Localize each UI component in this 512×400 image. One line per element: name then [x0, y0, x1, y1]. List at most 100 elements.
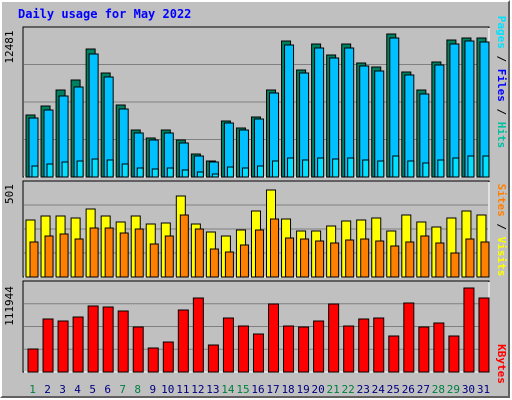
kbytes-bar-26: [403, 302, 415, 373]
pages-bar-18: [287, 157, 295, 178]
kbytes-bar-7: [117, 310, 129, 373]
kbytes-bar-13: [207, 344, 219, 373]
files-bar-29: [449, 43, 460, 178]
kbytes-bar-23: [358, 318, 370, 373]
kbytes-max-label: 111944: [3, 286, 16, 326]
sites-bar-8: [134, 228, 144, 278]
day-label-3: 3: [59, 383, 66, 396]
day-label-23: 23: [357, 383, 370, 396]
sites-bar-24: [375, 240, 385, 278]
day-label-2: 2: [44, 383, 51, 396]
pages-bar-3: [61, 161, 69, 178]
day-label-4: 4: [74, 383, 81, 396]
sites-bar-29: [450, 252, 460, 278]
kbytes-bar-15: [237, 325, 249, 373]
hits-legend-pages: Pages: [495, 16, 508, 49]
visits-legend-visits: Visits: [495, 237, 508, 277]
kbytes-bar-30: [463, 287, 475, 373]
sites-bar-28: [435, 242, 445, 278]
pages-bar-23: [362, 159, 370, 178]
day-label-5: 5: [89, 383, 96, 396]
pages-bar-14: [226, 166, 234, 178]
sites-bar-4: [74, 238, 84, 278]
files-bar-18: [284, 44, 295, 178]
kbytes-bar-25: [388, 335, 400, 373]
day-label-30: 30: [462, 383, 475, 396]
day-label-20: 20: [312, 383, 325, 396]
day-label-29: 29: [447, 383, 460, 396]
hits-legend-hits: Hits: [495, 122, 508, 149]
hits-legend-separator: /: [495, 49, 508, 69]
visits-max-label: 501: [3, 184, 16, 204]
pages-bar-26: [407, 160, 415, 178]
sites-bar-11: [179, 214, 189, 278]
pages-bar-2: [46, 163, 54, 178]
kbytes-bar-5: [87, 305, 99, 373]
day-label-8: 8: [134, 383, 141, 396]
day-label-21: 21: [327, 383, 340, 396]
pages-bar-28: [437, 159, 445, 178]
kbytes-bar-24: [373, 317, 385, 373]
kbytes-bar-16: [252, 333, 264, 373]
pages-bar-8: [136, 167, 144, 178]
kbytes-bar-11: [177, 309, 189, 373]
kbytes-bar-18: [283, 325, 295, 373]
sites-bar-23: [360, 238, 370, 278]
day-label-9: 9: [149, 383, 156, 396]
kbytes-bar-9: [147, 347, 159, 373]
sites-bar-30: [465, 238, 475, 278]
kbytes-bar-17: [268, 303, 280, 373]
sites-bar-25: [390, 245, 400, 278]
sites-bar-14: [224, 251, 234, 278]
kbytes-bar-27: [418, 326, 430, 373]
pages-bar-10: [166, 167, 174, 178]
sites-bar-16: [254, 229, 264, 278]
day-label-1: 1: [29, 383, 36, 396]
pages-bar-24: [377, 160, 385, 178]
pages-bar-27: [422, 162, 430, 178]
hits-legend: Pages / Files / Hits: [495, 16, 508, 149]
pages-bar-30: [467, 155, 475, 178]
day-label-7: 7: [119, 383, 126, 396]
kbytes-bar-1: [27, 348, 39, 373]
sites-bar-3: [59, 233, 69, 278]
sites-bar-27: [420, 235, 430, 278]
kbytes-bar-22: [343, 325, 355, 373]
kbytes-legend: KBytes: [495, 344, 508, 384]
visits-legend: Sites / Visits: [495, 184, 508, 277]
pages-bar-7: [121, 163, 129, 178]
day-label-22: 22: [342, 383, 355, 396]
day-label-12: 12: [191, 383, 204, 396]
day-label-17: 17: [266, 383, 279, 396]
pages-bar-21: [332, 158, 340, 178]
sites-bar-17: [270, 218, 280, 278]
day-label-25: 25: [387, 383, 400, 396]
day-label-15: 15: [236, 383, 249, 396]
day-label-19: 19: [296, 383, 309, 396]
kbytes-bar-14: [222, 317, 234, 373]
kbytes-bar-10: [162, 341, 174, 373]
sites-bar-31: [480, 241, 490, 278]
pages-bar-11: [181, 169, 189, 178]
pages-bar-29: [452, 157, 460, 178]
pages-bar-12: [196, 171, 204, 178]
sites-bar-19: [300, 238, 310, 278]
kbytes-bar-3: [57, 320, 69, 373]
pages-bar-15: [241, 167, 249, 178]
day-label-27: 27: [417, 383, 430, 396]
visits-legend-sites: Sites: [495, 184, 508, 217]
sites-bar-15: [239, 244, 249, 278]
pages-bar-22: [347, 157, 355, 178]
sites-bar-9: [149, 243, 159, 278]
sites-bar-7: [119, 232, 129, 278]
kbytes-bar-28: [433, 322, 445, 373]
sites-bar-10: [164, 235, 174, 278]
pages-bar-13: [211, 173, 219, 178]
day-label-28: 28: [432, 383, 445, 396]
pages-bar-16: [256, 165, 264, 178]
sites-bar-18: [285, 237, 295, 278]
sites-bar-21: [330, 242, 340, 278]
day-label-16: 16: [251, 383, 264, 396]
kbytes-bar-29: [448, 335, 460, 373]
